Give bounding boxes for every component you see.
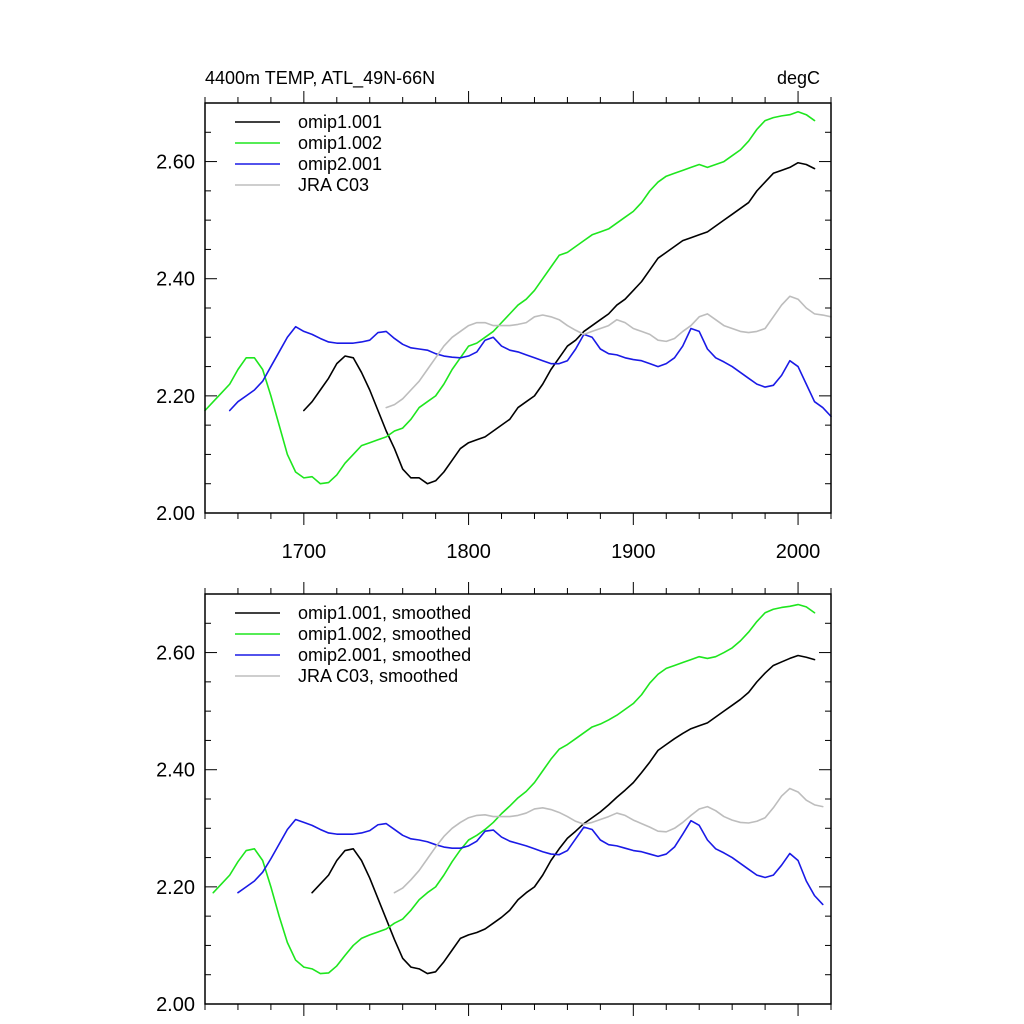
top-panel-title: 4400m TEMP, ATL_49N-66N	[205, 68, 435, 89]
series-line-omip1-001-smoothed	[311, 654, 816, 975]
y-tick-label: 2.60	[156, 643, 195, 665]
series-line-omip2-001-smoothed	[237, 818, 824, 906]
legend-label-jra-c03: JRA C03	[298, 175, 369, 195]
top-panel-units: degC	[777, 68, 820, 88]
series-line-omip2-001	[228, 325, 832, 418]
legend-label-omip2-001: omip2.001, smoothed	[298, 645, 471, 665]
y-tick-label: 2.60	[156, 152, 195, 174]
x-tick-label: 1800	[446, 541, 491, 563]
legend-label-omip1-001: omip1.001	[298, 112, 382, 132]
y-tick-label: 2.20	[156, 877, 195, 899]
x-tick-label: 1700	[282, 541, 327, 563]
series-line-omip1-001	[303, 161, 816, 485]
legend-label-omip1-001: omip1.001, smoothed	[298, 603, 471, 623]
legend-label-omip1-002: omip1.002	[298, 133, 382, 153]
y-tick-label: 2.40	[156, 269, 195, 291]
series-line-omip1-002-smoothed	[212, 603, 816, 975]
x-tick-label: 1900	[611, 541, 656, 563]
y-tick-label: 2.00	[156, 994, 195, 1016]
y-tick-label: 2.40	[156, 760, 195, 782]
series-line-jra-c03	[385, 295, 832, 409]
y-tick-label: 2.00	[156, 503, 195, 525]
top-panel: 2.00 2.20 2.40 2.60 1700 1800 1900 2000 4400m T…	[156, 68, 832, 563]
series-line-omip1-002	[204, 110, 816, 485]
legend-label-omip2-001: omip2.001	[298, 154, 382, 174]
series-line-jra-c03-smoothed	[393, 787, 824, 894]
legend-label-jra-c03: JRA C03, smoothed	[298, 666, 458, 686]
legend-label-omip1-002: omip1.002, smoothed	[298, 624, 471, 644]
x-tick-label: 2000	[776, 541, 821, 563]
y-tick-label: 2.20	[156, 386, 195, 408]
bottom-panel: 2.002.202.402.60 omip1.001, smoothedomip…	[156, 582, 832, 1016]
